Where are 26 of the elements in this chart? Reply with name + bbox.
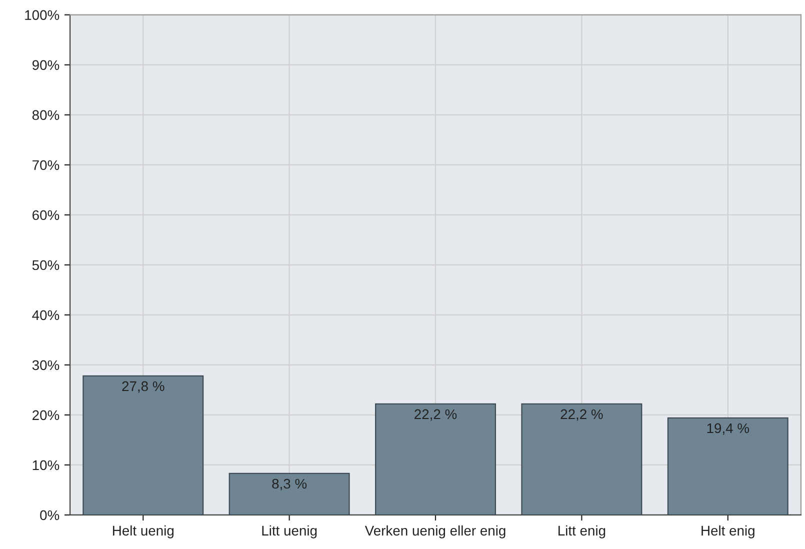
- x-tick-label: Helt uenig: [113, 525, 174, 538]
- y-tick-label: 20%: [32, 410, 60, 420]
- x-tick-label: Verken uenig eller enig: [364, 525, 506, 538]
- data-label: 19,4 %: [707, 423, 750, 435]
- bar: [82, 375, 204, 515]
- y-tick-label: 50%: [32, 260, 60, 270]
- y-tick-label: 40%: [32, 310, 60, 320]
- x-tick-label: Litt uenig: [262, 525, 317, 538]
- data-label: 22,2 %: [414, 409, 457, 421]
- y-tick-label: 60%: [32, 210, 60, 220]
- data-label: 22,2 %: [560, 409, 603, 421]
- bar: [375, 403, 496, 515]
- data-label: 8,3 %: [272, 478, 307, 490]
- x-tick-label: Litt enig: [558, 525, 606, 538]
- y-tick-label: 90%: [32, 60, 60, 70]
- y-tick-label: 70%: [32, 160, 60, 170]
- bar: [521, 403, 642, 515]
- y-tick-label: 100%: [25, 10, 60, 20]
- data-label: 27,8 %: [122, 381, 164, 393]
- y-tick-label: 30%: [32, 360, 60, 370]
- y-tick-label: 80%: [32, 110, 60, 120]
- bar: [667, 417, 788, 515]
- y-tick-label: 10%: [32, 460, 60, 470]
- bar: [228, 472, 350, 515]
- x-tick-label: Helt enig: [702, 525, 754, 538]
- y-tick-label: 0%: [40, 510, 60, 520]
